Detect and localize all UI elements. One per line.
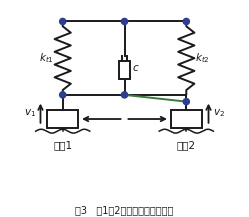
Text: $v_2$: $v_2$ <box>213 107 225 119</box>
Bar <box>119 61 130 79</box>
Circle shape <box>183 99 189 105</box>
Text: $v_1$: $v_1$ <box>24 107 36 119</box>
Circle shape <box>60 92 66 98</box>
Text: 车轮1: 车轮1 <box>53 140 72 150</box>
Circle shape <box>122 92 127 98</box>
Text: 图3   第1、2轴互联悬架物理模型: 图3 第1、2轴互联悬架物理模型 <box>75 205 174 215</box>
Text: $k_{t1}$: $k_{t1}$ <box>39 51 54 65</box>
Bar <box>171 110 202 128</box>
Bar <box>47 110 78 128</box>
Circle shape <box>183 18 189 25</box>
Text: $k_{t2}$: $k_{t2}$ <box>195 51 210 65</box>
Text: $c$: $c$ <box>132 63 140 73</box>
Text: 车轮2: 车轮2 <box>177 140 196 150</box>
Circle shape <box>60 18 66 25</box>
Circle shape <box>122 18 127 25</box>
